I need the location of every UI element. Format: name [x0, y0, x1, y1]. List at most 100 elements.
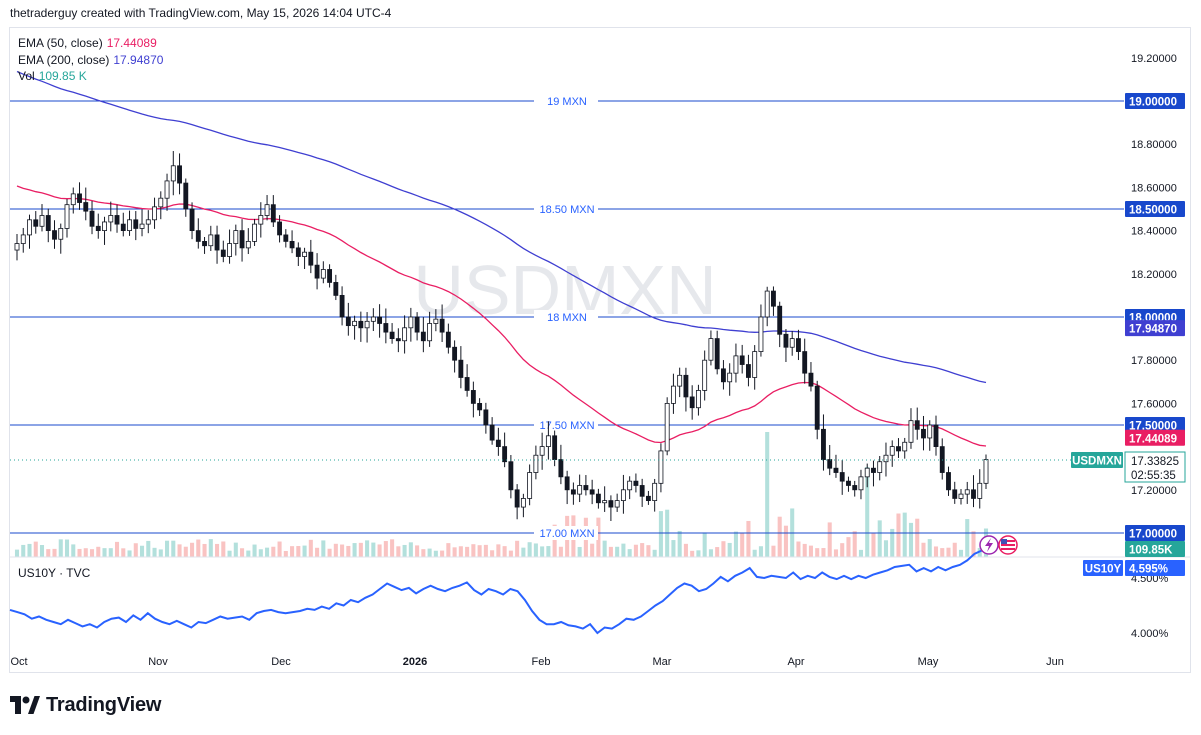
volume-bar: [527, 542, 532, 557]
candle-body: [952, 489, 958, 499]
time-tick-label: Apr: [787, 656, 804, 668]
candle-body: [227, 243, 232, 257]
candle-body: [933, 424, 939, 448]
volume-bar: [27, 543, 32, 557]
volume-bar: [646, 545, 651, 557]
candle-body: [583, 485, 589, 491]
candle-body: [420, 331, 426, 342]
last-price-tag: 17.33825 02:55:35: [1124, 451, 1186, 483]
volume-bar: [596, 517, 601, 557]
author-name: thetraderguy: [10, 6, 78, 20]
volume-bar: [965, 519, 970, 557]
volume-bar: [483, 544, 488, 557]
legend-ema50[interactable]: EMA (50, close) 17.44089: [18, 35, 167, 52]
us10y-label-tag: US10Y: [1083, 560, 1123, 576]
candle-body: [545, 435, 551, 447]
volume-bar: [915, 518, 920, 557]
volume-bar: [396, 546, 401, 557]
candle-body: [158, 197, 164, 208]
volume-bar: [765, 432, 770, 557]
candle-body: [627, 480, 633, 491]
volume-bar: [508, 550, 513, 557]
candles: [14, 151, 989, 521]
candle-body: [345, 316, 351, 327]
volume-bar: [452, 547, 457, 557]
legend-ema200[interactable]: EMA (200, close) 17.94870: [18, 52, 167, 69]
volume-bar: [215, 543, 220, 557]
volume-bar: [421, 549, 426, 557]
candle-body: [327, 269, 333, 283]
volume-bar: [477, 545, 482, 557]
candle-body: [733, 355, 739, 374]
volume-bar: [802, 543, 807, 557]
candle-body: [908, 420, 914, 443]
price-axis[interactable]: 19.20000 18.80000 18.60000 18.40000 18.20000…: [1131, 53, 1177, 640]
candle-body: [270, 204, 276, 223]
price-tick-label: 18.80000: [1131, 139, 1177, 151]
volume-bar: [821, 548, 826, 557]
candle-body: [70, 193, 76, 206]
indicator-legend: EMA (50, close) 17.44089 EMA (200, close)…: [18, 35, 167, 85]
volume-bar: [971, 531, 976, 557]
tradingview-logo[interactable]: TradingView: [10, 694, 161, 716]
candle-body: [145, 219, 151, 225]
flag-canton: [1001, 539, 1007, 544]
candle-body: [620, 489, 626, 501]
legend-vol[interactable]: Vol 109.85 K: [18, 68, 167, 85]
candle-body: [320, 269, 326, 279]
volume-bar: [265, 547, 270, 557]
candle-body: [14, 243, 20, 251]
candle-body: [333, 282, 339, 296]
tradingview-logo-text: TradingView: [46, 693, 162, 716]
volume-bar: [777, 516, 782, 557]
candle-body: [64, 204, 70, 229]
volume-bar: [258, 549, 263, 557]
volume-bar: [796, 541, 801, 557]
time-axis[interactable]: Oct Nov Dec 2026 Feb Mar Apr May Jun: [10, 656, 1063, 668]
candle-body: [139, 223, 145, 229]
candle-body: [458, 359, 464, 378]
candle-body: [58, 228, 64, 240]
volume-bar: [52, 548, 57, 557]
ema50-line[interactable]: [16, 185, 987, 447]
volume-price-tag: 109.85K: [1125, 541, 1185, 557]
volume-bar: [283, 550, 288, 557]
volume-bar: [33, 541, 38, 557]
level-label: 17.50 MXN: [539, 420, 594, 432]
volume-bar: [365, 540, 370, 557]
candle-body: [714, 338, 720, 370]
volume-bar: [415, 545, 420, 557]
volume-bar: [746, 520, 751, 557]
volume-bar: [696, 550, 701, 557]
candle-body: [258, 215, 264, 225]
volume-bar: [227, 550, 232, 557]
candle-body: [283, 234, 289, 242]
volume-bar: [165, 540, 170, 557]
volume-bar: [590, 543, 595, 557]
svg-text:17.50000: 17.50000: [1129, 421, 1177, 433]
volume-bar: [427, 548, 432, 557]
us10y-legend[interactable]: US10Y · TVC: [18, 566, 90, 580]
volume-bar: [252, 544, 257, 557]
event-icons[interactable]: [979, 535, 1018, 555]
time-tick-label: 2026: [403, 656, 427, 668]
symbol-label-tag: USDMXN: [1071, 452, 1123, 468]
ema200-line[interactable]: [16, 70, 987, 384]
volume-bar: [352, 543, 357, 557]
us10y-series-line[interactable]: [9, 542, 990, 635]
candle-body: [120, 223, 126, 231]
candle-body: [95, 225, 101, 231]
candle-body: [789, 338, 795, 348]
volume-bar: [302, 545, 307, 557]
volume-bar: [633, 544, 638, 557]
candle-body: [796, 338, 801, 352]
volume-bar: [577, 546, 582, 557]
volume-bar: [271, 546, 276, 557]
candle-body: [570, 489, 576, 495]
volume-bar: [390, 539, 395, 557]
ema200-value: 17.94870: [113, 52, 164, 67]
candle-body: [202, 240, 207, 247]
volume-bar: [558, 546, 563, 557]
candle-body: [214, 234, 220, 251]
